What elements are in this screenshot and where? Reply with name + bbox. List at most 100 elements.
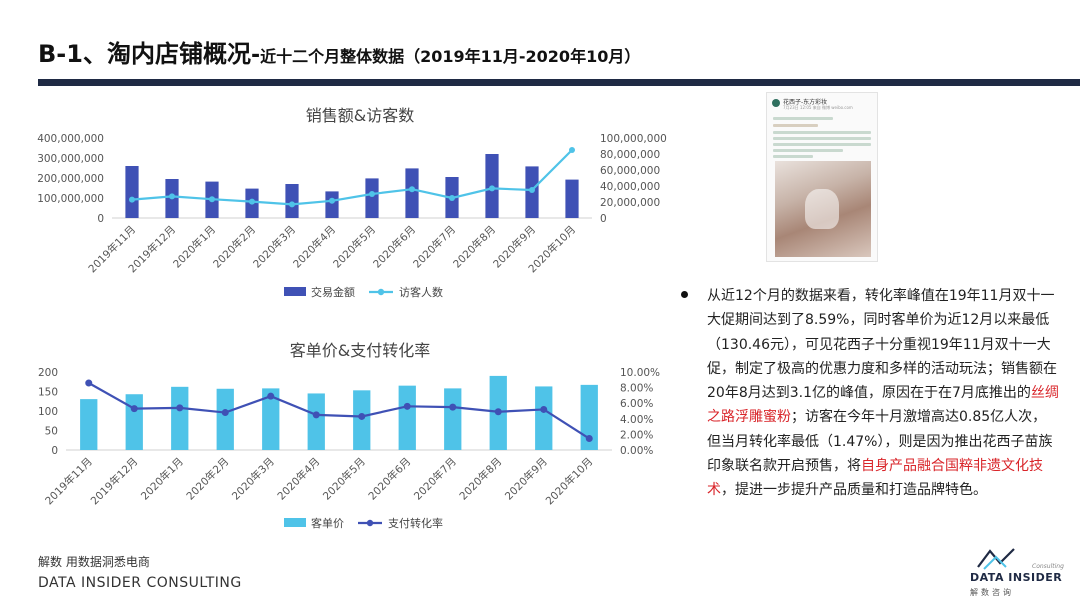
data-point bbox=[209, 196, 215, 203]
bar bbox=[405, 168, 419, 218]
data-point bbox=[449, 195, 455, 201]
data-point bbox=[369, 191, 375, 197]
avatar bbox=[772, 99, 780, 107]
y-right-tick-label: 100,000,000 bbox=[600, 133, 667, 145]
legend-label: 交易金额 bbox=[311, 285, 355, 299]
bar bbox=[580, 384, 598, 450]
x-tick-label: 2019年11月 bbox=[42, 455, 94, 507]
chart2-title: 客单价&支付转化率 bbox=[289, 341, 431, 360]
analysis-text-1: 从近12个月的数据来看，转化率峰值在19年11月双十一大促期间达到了8.59%，… bbox=[707, 288, 1057, 402]
y-right-tick-label: 8.00% bbox=[620, 383, 653, 395]
chart2-price-conversion: 0 50 100 150 200 0.00% 2.00% 4.00% 6.00% 8.00% 10.… bbox=[38, 367, 660, 530]
x-tick-label: 2020年4月 bbox=[275, 455, 323, 503]
y-right-tick-label: 40,000,000 bbox=[600, 181, 660, 193]
x-tick-label: 2020年1月 bbox=[170, 223, 218, 271]
x-tick-label: 2020年7月 bbox=[411, 455, 459, 503]
x-tick-label: 2019年12月 bbox=[88, 455, 140, 507]
analysis-highlight-2: 自身产品融合国粹非遗文化技术 bbox=[707, 458, 1043, 499]
x-tick-label: 2020年2月 bbox=[184, 455, 232, 503]
y-left-tick-label: 50 bbox=[45, 426, 58, 438]
chart1-title: 销售额&访客数 bbox=[305, 106, 415, 125]
product-photo bbox=[775, 161, 871, 257]
weibo-name: 花西子-东方彩妆 bbox=[783, 99, 828, 106]
legend-label: 访客人数 bbox=[399, 285, 443, 299]
data-point bbox=[494, 408, 502, 416]
data-point bbox=[540, 405, 548, 413]
bar bbox=[325, 191, 339, 218]
data-point bbox=[169, 193, 175, 200]
x-tick-label: 2020年5月 bbox=[320, 455, 368, 503]
x-tick-label: 2020年2月 bbox=[210, 223, 258, 271]
weibo-text-line bbox=[773, 137, 871, 140]
legend-swatch-dot bbox=[366, 519, 374, 527]
data-point bbox=[221, 409, 229, 417]
legend-label: 支付转化率 bbox=[388, 516, 443, 530]
x-tick-label: 2020年3月 bbox=[250, 223, 298, 271]
page-title: B-1、淘内店铺概况-近十二个月整体数据（2019年11月-2020年10月） bbox=[38, 34, 640, 69]
weibo-post-image: 花西子-东方彩妆 7月23日 12:05 来自 微博 weibo.com bbox=[766, 92, 878, 262]
data-point bbox=[489, 185, 495, 192]
title-rule bbox=[38, 79, 1080, 86]
bullet-icon bbox=[681, 291, 688, 298]
weibo-text-line bbox=[773, 124, 818, 127]
x-tick-label: 2020年1月 bbox=[138, 455, 186, 503]
legend-label: 客单价 bbox=[311, 516, 344, 530]
logo-tag: Consulting bbox=[1032, 563, 1064, 570]
y-right-tick-label: 80,000,000 bbox=[600, 149, 660, 161]
y-right-tick-label: 60,000,000 bbox=[600, 165, 660, 177]
data-point bbox=[249, 198, 255, 205]
y-left-tick-label: 200 bbox=[38, 367, 58, 379]
y-left-tick-label: 0 bbox=[97, 213, 104, 225]
bar bbox=[285, 184, 299, 218]
y-right-tick-label: 20,000,000 bbox=[600, 197, 660, 209]
x-tick-label: 2020年6月 bbox=[370, 223, 418, 271]
x-tick-label: 2020年8月 bbox=[450, 223, 498, 271]
data-point bbox=[267, 392, 275, 400]
weibo-meta: 7月23日 12:05 来自 微博 weibo.com bbox=[783, 105, 853, 110]
data-point bbox=[130, 405, 138, 413]
page-title-separator: - bbox=[250, 43, 261, 68]
weibo-text-line bbox=[773, 117, 833, 120]
data-point bbox=[403, 402, 411, 410]
bar bbox=[565, 179, 579, 218]
page-title-sub: 近十二个月整体数据（2019年11月-2020年10月） bbox=[260, 47, 641, 66]
data-point bbox=[449, 403, 457, 411]
analysis-highlight-1: 丝绸之路浮雕蜜粉 bbox=[707, 385, 1059, 426]
data-point bbox=[329, 197, 335, 204]
bar bbox=[444, 388, 462, 450]
x-tick-label: 2020年8月 bbox=[457, 455, 505, 503]
data-point bbox=[529, 187, 535, 193]
y-right-tick-label: 6.00% bbox=[620, 398, 653, 410]
series-line bbox=[131, 149, 573, 206]
x-tick-label: 2020年6月 bbox=[366, 455, 414, 503]
data-point bbox=[569, 147, 575, 153]
data-point bbox=[585, 435, 593, 443]
weibo-text-line bbox=[773, 131, 871, 134]
x-tick-label: 2020年3月 bbox=[229, 455, 277, 503]
analysis-text-2: ；访客在今年十月激增高达0.85亿人次，但当月转化率最低（1.47%），则是因为… bbox=[707, 409, 1053, 475]
bar bbox=[262, 388, 280, 450]
footer-slogan: 解数 用数据洞悉电商 bbox=[38, 555, 150, 569]
y-right-tick-label: 10.00% bbox=[620, 367, 660, 379]
bar bbox=[80, 399, 98, 450]
data-point bbox=[289, 201, 295, 208]
data-point bbox=[85, 379, 93, 387]
y-right-tick-label: 0.00% bbox=[620, 445, 653, 457]
x-tick-label: 2020年5月 bbox=[330, 223, 378, 271]
footer-company: DATA INSIDER CONSULTING bbox=[38, 575, 242, 591]
y-left-tick-label: 300,000,000 bbox=[37, 153, 104, 165]
y-left-tick-label: 0 bbox=[51, 445, 58, 457]
data-point bbox=[312, 411, 320, 419]
chart1-sales-visitors: 0 100,000,000 200,000,000 300,000,000 400,00… bbox=[37, 133, 667, 299]
legend-swatch-bar bbox=[284, 287, 306, 296]
bar bbox=[398, 385, 416, 450]
x-tick-label: 2020年10月 bbox=[543, 455, 595, 507]
x-tick-label: 2020年7月 bbox=[410, 223, 458, 271]
legend-swatch-dot bbox=[377, 288, 385, 296]
weibo-text-line bbox=[773, 155, 813, 158]
data-point bbox=[176, 404, 184, 412]
y-left-tick-label: 150 bbox=[38, 387, 58, 399]
bar bbox=[125, 394, 143, 450]
data-point bbox=[358, 412, 366, 420]
bar bbox=[307, 393, 325, 450]
